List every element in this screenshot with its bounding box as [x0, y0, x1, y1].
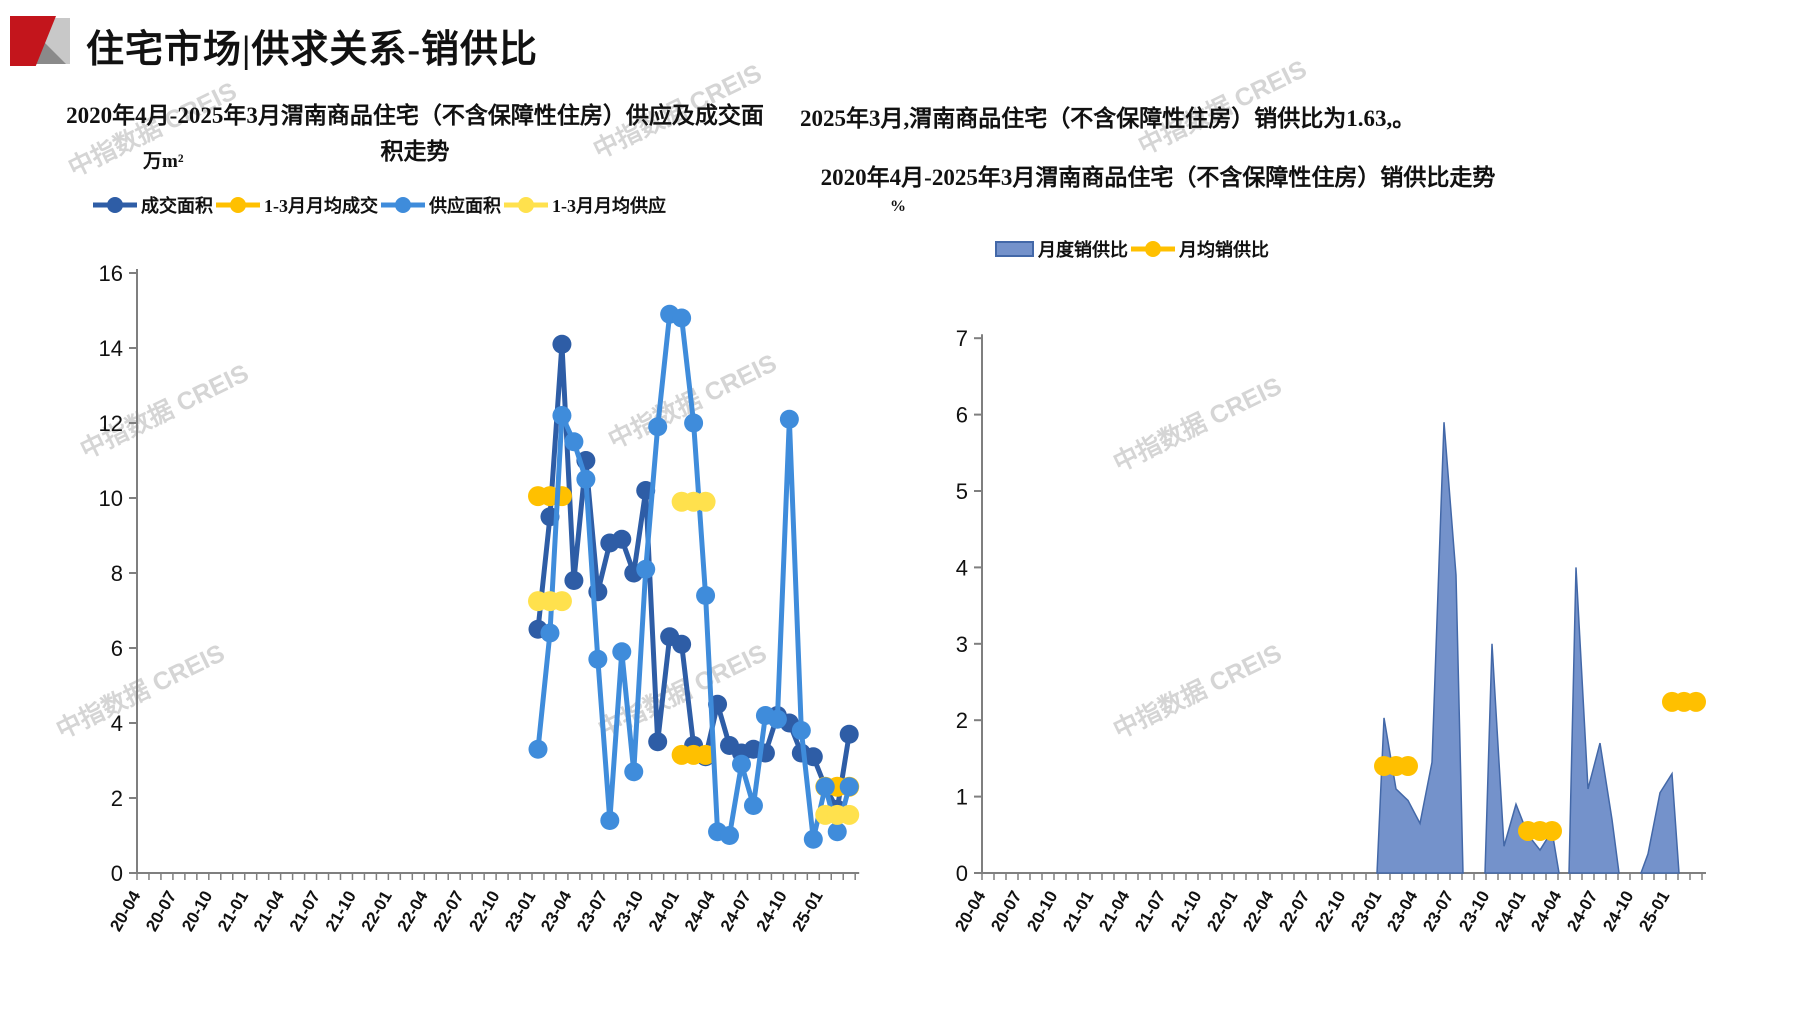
- svg-text:5: 5: [956, 479, 968, 504]
- svg-text:6: 6: [111, 636, 123, 661]
- right-chart-legend: 月度销供比 月均销供比: [995, 236, 1269, 262]
- svg-text:25-01: 25-01: [1635, 888, 1673, 935]
- svg-text:23-10: 23-10: [1455, 888, 1493, 935]
- svg-text:23-04: 23-04: [1383, 887, 1421, 935]
- svg-text:7: 7: [956, 326, 968, 351]
- svg-text:12: 12: [99, 411, 123, 436]
- svg-text:24-10: 24-10: [753, 888, 791, 935]
- svg-text:20-10: 20-10: [178, 888, 216, 935]
- legend-item-monthly-ratio: 月度销供比: [995, 236, 1128, 262]
- left-axis-unit: 万m²: [143, 151, 184, 172]
- svg-text:16: 16: [99, 261, 123, 286]
- right-axis-unit: %: [890, 198, 906, 215]
- legend-label: 供应面积: [429, 196, 501, 216]
- legend-item-supply-area: 供应面积: [380, 192, 501, 218]
- svg-text:24-04: 24-04: [681, 887, 719, 935]
- legend-label: 成交面积: [141, 196, 213, 216]
- svg-text:22-10: 22-10: [465, 888, 503, 935]
- svg-text:20-04: 20-04: [951, 887, 989, 935]
- svg-text:21-10: 21-10: [1167, 888, 1205, 935]
- right-chart-title: 2020年4月-2025年3月渭南商品住宅（不含保障性住房）销供比走势: [820, 165, 1496, 190]
- svg-text:22-10: 22-10: [1311, 888, 1349, 935]
- svg-text:22-04: 22-04: [1239, 887, 1277, 935]
- svg-text:22-07: 22-07: [1275, 888, 1313, 935]
- right-headline: 2025年3月,渭南商品住宅（不含保障性住房）销供比为1.63,。: [800, 106, 1416, 131]
- svg-text:10: 10: [99, 486, 123, 511]
- legend-label: 月均销供比: [1179, 240, 1269, 260]
- svg-text:24-07: 24-07: [717, 888, 755, 935]
- svg-text:25-01: 25-01: [789, 888, 827, 935]
- svg-text:23-10: 23-10: [609, 888, 647, 935]
- svg-text:21-04: 21-04: [1095, 887, 1133, 935]
- creis-logo: [10, 16, 70, 66]
- line-dot-marker-icon: [92, 195, 138, 215]
- svg-text:14: 14: [99, 336, 123, 361]
- left-chart-title: 2020年4月-2025年3月渭南商品住宅（不含保障性住房）供应及成交面积走势: [66, 103, 764, 164]
- svg-text:8: 8: [111, 561, 123, 586]
- svg-text:23-01: 23-01: [501, 888, 539, 935]
- svg-text:21-04: 21-04: [250, 887, 288, 935]
- line-dot-marker-icon: [380, 195, 426, 215]
- svg-text:0: 0: [956, 861, 968, 886]
- svg-text:0: 0: [111, 861, 123, 886]
- legend-label: 月度销供比: [1038, 240, 1128, 260]
- svg-text:20-07: 20-07: [987, 888, 1025, 935]
- supply-deal-line-chart: 024681012141620-0420-0720-1021-0121-0421…: [99, 261, 860, 935]
- line-dot-marker-icon: [503, 195, 549, 215]
- svg-text:4: 4: [111, 711, 123, 736]
- legend-item-avg-deal: 1-3月月均成交: [215, 192, 378, 218]
- ratio-area-chart: 0 1 2 3 4 5 6 7 20-0420-0720-1021-0121-0421-0721…: [951, 326, 1706, 935]
- legend-label: 1-3月月均供应: [552, 196, 666, 216]
- svg-text:23-04: 23-04: [537, 887, 575, 935]
- legend-label: 1-3月月均成交: [264, 196, 378, 216]
- page-title: 住宅市场|供求关系-销供比: [86, 29, 539, 71]
- svg-text:24-04: 24-04: [1527, 887, 1565, 935]
- svg-text:21-10: 21-10: [322, 888, 360, 935]
- svg-text:23-07: 23-07: [573, 888, 611, 935]
- line-dot-marker-icon: [215, 195, 261, 215]
- svg-text:24-01: 24-01: [1491, 888, 1529, 935]
- svg-text:22-04: 22-04: [394, 887, 432, 935]
- svg-text:20-04: 20-04: [106, 887, 144, 935]
- legend-item-avg-supply: 1-3月月均供应: [503, 192, 666, 218]
- svg-text:21-01: 21-01: [1059, 888, 1097, 935]
- legend-item-deal-area: 成交面积: [92, 192, 213, 218]
- svg-text:3: 3: [956, 632, 968, 657]
- area-swatch-icon: [995, 239, 1035, 259]
- svg-text:24-10: 24-10: [1599, 888, 1637, 935]
- svg-text:2: 2: [111, 786, 123, 811]
- svg-text:1: 1: [956, 785, 968, 810]
- svg-text:2: 2: [956, 708, 968, 733]
- svg-text:21-01: 21-01: [214, 888, 252, 935]
- svg-text:20-07: 20-07: [142, 888, 180, 935]
- svg-text:4: 4: [956, 555, 968, 580]
- svg-text:24-07: 24-07: [1563, 888, 1601, 935]
- legend-item-avg-ratio: 月均销供比: [1130, 236, 1269, 262]
- line-dot-marker-icon: [1130, 239, 1176, 259]
- svg-text:24-01: 24-01: [645, 888, 683, 935]
- left-chart-legend: 成交面积 1-3月月均成交 供应面积 1-3月月均供应: [92, 192, 666, 218]
- svg-text:22-07: 22-07: [429, 888, 467, 935]
- svg-text:21-07: 21-07: [286, 888, 324, 935]
- svg-text:20-10: 20-10: [1023, 888, 1061, 935]
- svg-text:23-07: 23-07: [1419, 888, 1457, 935]
- svg-text:22-01: 22-01: [358, 888, 396, 935]
- svg-text:21-07: 21-07: [1131, 888, 1169, 935]
- svg-text:6: 6: [956, 403, 968, 428]
- svg-text:23-01: 23-01: [1347, 888, 1385, 935]
- svg-text:22-01: 22-01: [1203, 888, 1241, 935]
